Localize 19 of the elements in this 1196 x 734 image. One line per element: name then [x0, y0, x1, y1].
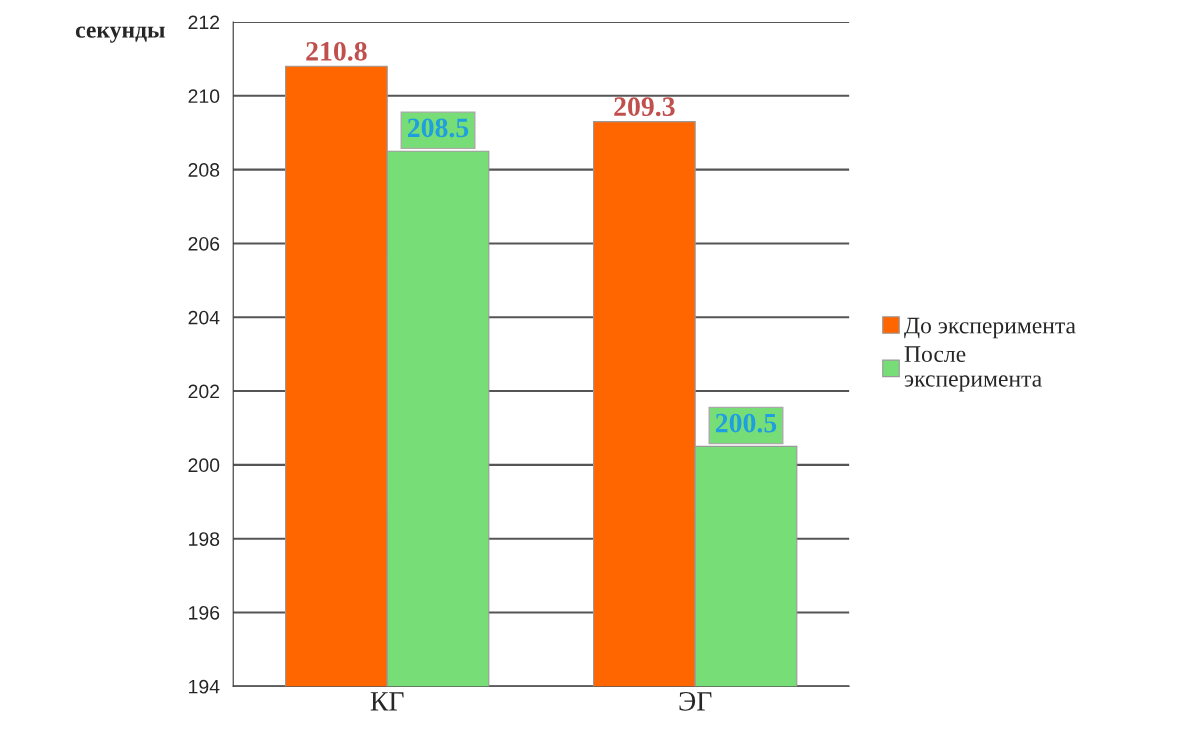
data-label: 208.5 — [407, 118, 469, 138]
data-label: 200.5 — [715, 413, 777, 433]
data-label: 210.8 — [306, 41, 367, 61]
data-label: 209.3 — [614, 97, 675, 117]
x-tick-label: КГ — [370, 692, 404, 711]
y-tick-label: 210 — [188, 89, 220, 104]
y-axis-title: секунды — [75, 26, 165, 43]
legend-label: После эксперимента — [904, 346, 1042, 392]
y-tick-label: 194 — [189, 679, 220, 694]
y-tick-label: 212 — [188, 15, 220, 30]
y-tick-label: 196 — [189, 605, 220, 620]
x-tick-label: ЭГ — [679, 692, 712, 711]
y-tick-label: 204 — [188, 310, 220, 325]
legend-label: До эксперимента — [904, 317, 1076, 339]
y-tick-label: 206 — [188, 236, 220, 251]
y-tick-label: 202 — [188, 384, 220, 399]
y-tick-label: 200 — [188, 458, 220, 473]
y-tick-label: 198 — [189, 532, 220, 546]
y-tick-label: 208 — [188, 163, 220, 177]
